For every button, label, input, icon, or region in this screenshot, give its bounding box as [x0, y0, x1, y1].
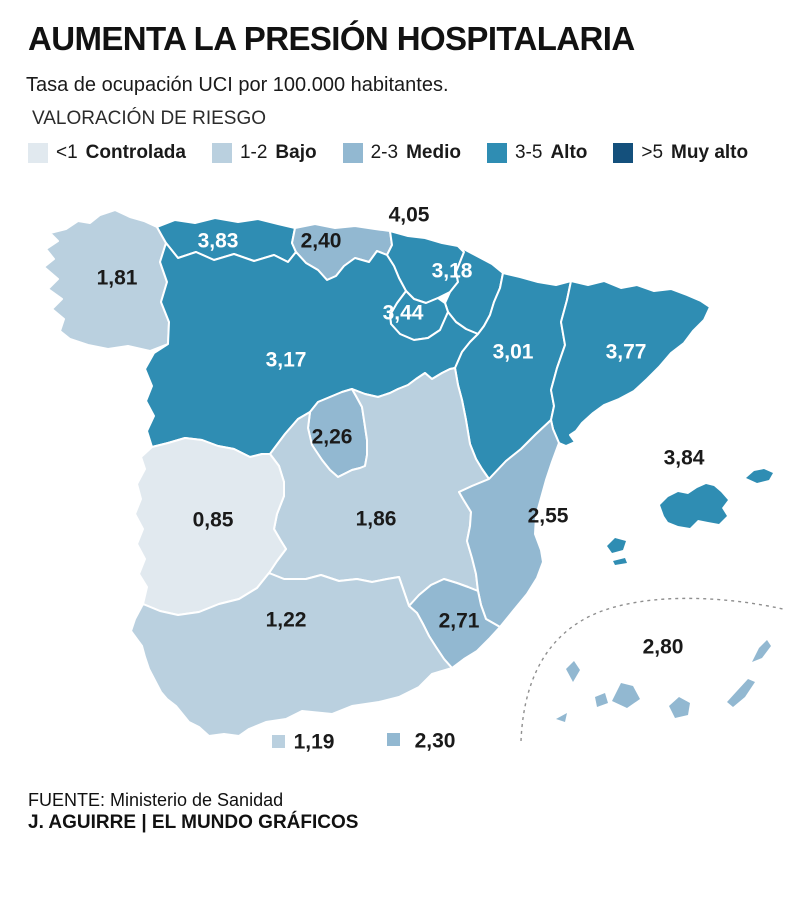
legend-item-alto: 3-5 Alto [486, 142, 588, 164]
value-label-pais_vasco: 4,05 [389, 204, 430, 227]
legend-label: Bajo [275, 142, 317, 163]
legend-label: Controlada [85, 142, 186, 163]
marker-ceuta [272, 735, 285, 748]
page-title: AUMENTA LA PRESIÓN HOSPITALARIA [28, 20, 635, 57]
legend-range: 1-2 [239, 142, 268, 163]
legend-range: 2-3 [370, 142, 399, 163]
region-canarias [556, 640, 771, 722]
value-label-la_rioja: 3,44 [383, 302, 424, 325]
legend-range: >5 [641, 142, 664, 163]
legend-swatch-alto [486, 143, 507, 163]
legend-swatch-medio [342, 143, 363, 163]
value-label-castilla_y_leon: 3,17 [266, 349, 307, 372]
legend-label: Alto [550, 142, 588, 163]
marker-melilla [387, 733, 400, 746]
value-label-navarra: 3,18 [432, 260, 473, 283]
legend-label: Muy alto [671, 142, 749, 163]
legend-range: <1 [56, 142, 78, 163]
value-label-melilla: 2,30 [415, 730, 456, 753]
value-label-galicia: 1,81 [97, 267, 138, 290]
value-label-cantabria: 2,40 [301, 230, 342, 253]
value-label-c_valenciana: 2,55 [528, 505, 569, 528]
source-note: FUENTE: Ministerio de Sanidad [28, 790, 284, 810]
region-andalucia [130, 572, 453, 737]
value-label-canarias: 2,80 [643, 636, 684, 659]
value-label-cataluna: 3,77 [606, 341, 647, 364]
value-label-andalucia: 1,22 [266, 609, 307, 632]
region-cataluna [550, 280, 711, 447]
risk-legend: <1 Controlada 1-2 Bajo 2-3 Medio 3-5 Alt… [28, 142, 748, 164]
legend-label: Medio [406, 142, 461, 163]
subtitle: Tasa de ocupación UCI por 100.000 habita… [26, 74, 449, 96]
legend-swatch-muy-alto [613, 143, 634, 163]
legend-item-muy-alto: >5 Muy alto [613, 142, 748, 164]
value-label-baleares: 3,84 [664, 447, 705, 470]
legend-item-bajo: 1-2 Bajo [211, 142, 317, 164]
value-label-aragon: 3,01 [493, 341, 534, 364]
value-label-ceuta: 1,19 [294, 731, 335, 754]
legend-title: VALORACIÓN DE RIESGO [32, 108, 267, 129]
value-label-asturias: 3,83 [198, 230, 239, 253]
value-label-castilla_la_mancha: 1,86 [356, 508, 397, 531]
legend-item-medio: 2-3 Medio [342, 142, 461, 164]
legend-swatch-controlada [28, 143, 48, 163]
canarias-boundary-arc [520, 597, 784, 742]
value-label-extremadura: 0,85 [193, 509, 234, 532]
spain-choropleth-map: 1,81 3,83 2,40 4,05 3,18 3,44 3,17 3,01 3,77 2,26… [43, 204, 784, 754]
value-label-murcia: 2,71 [439, 610, 480, 633]
legend-item-controlada: <1 Controlada [28, 142, 186, 164]
value-label-madrid: 2,26 [312, 426, 353, 449]
region-baleares [607, 469, 773, 565]
credit-note: J. AGUIRRE | EL MUNDO GRÁFICOS [28, 812, 359, 833]
legend-range: 3-5 [514, 142, 543, 163]
legend-swatch-bajo [211, 143, 232, 163]
